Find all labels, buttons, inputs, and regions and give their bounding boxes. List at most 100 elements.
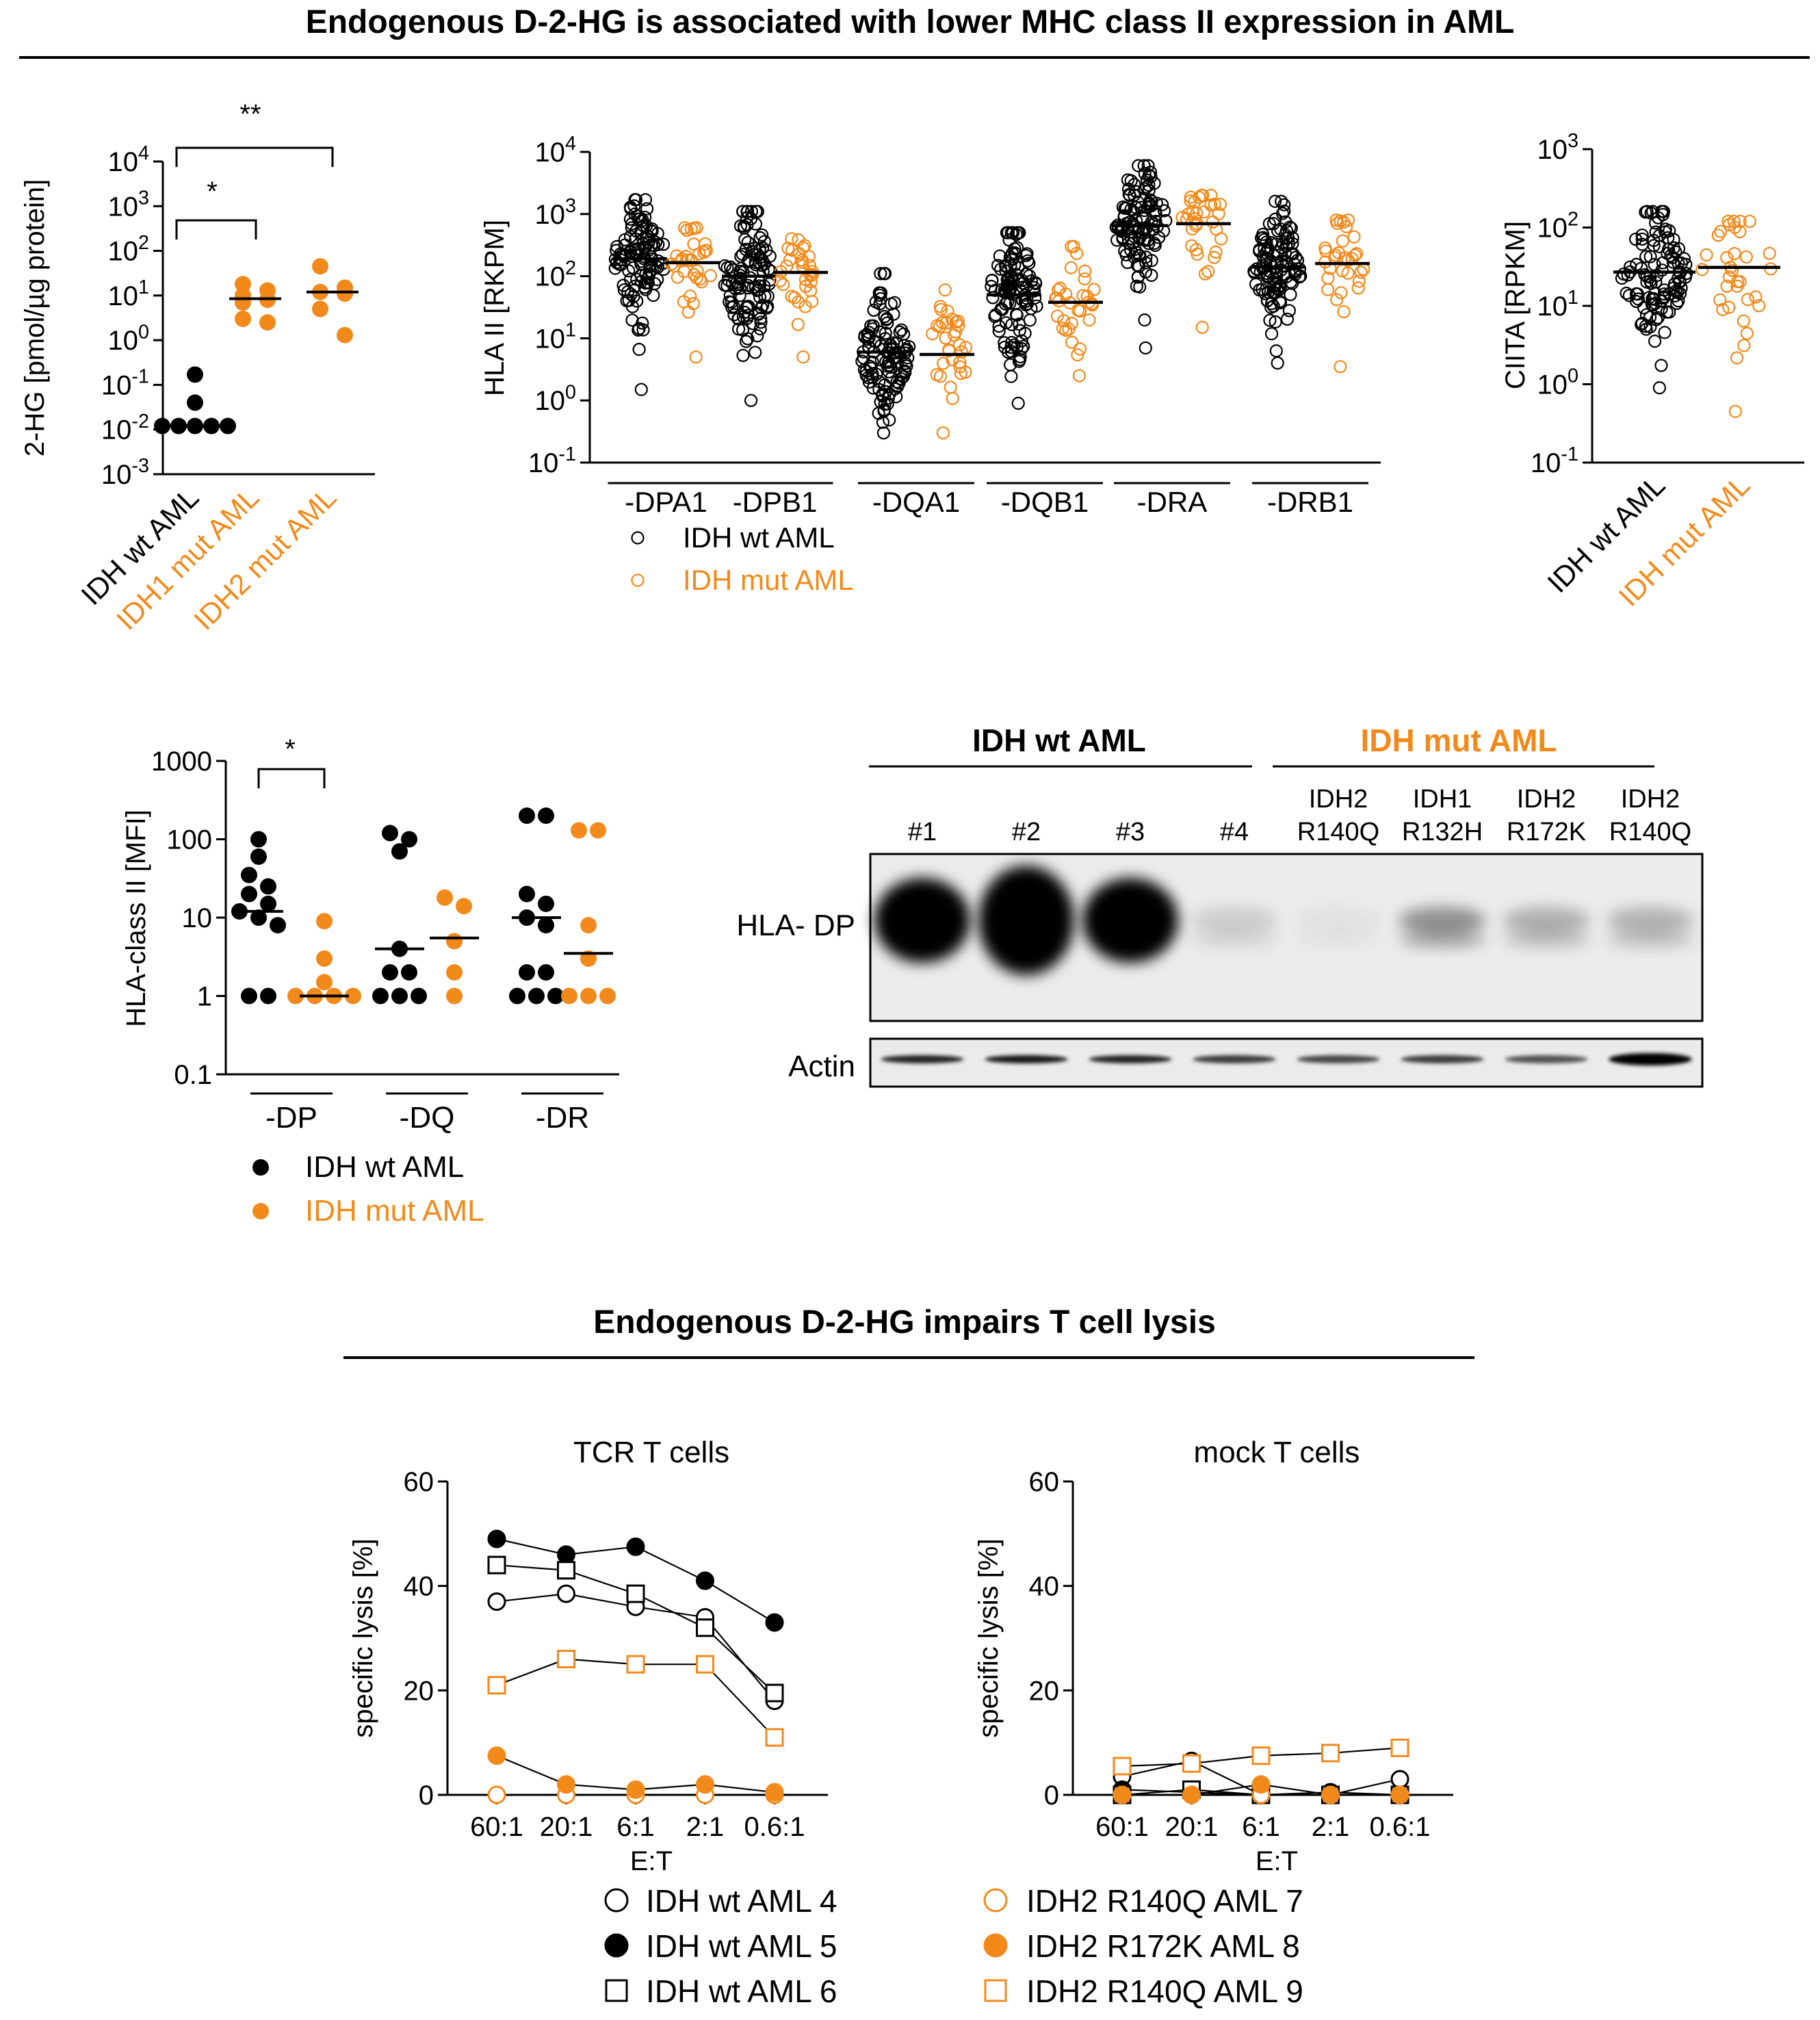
wb-actin-band bbox=[1193, 1055, 1276, 1063]
mock-y-tick-label: 20 bbox=[1029, 1676, 1060, 1706]
mfi-point bbox=[316, 950, 333, 967]
rna-point bbox=[736, 348, 750, 363]
mock-y-label: specific lysis [%] bbox=[974, 1538, 1004, 1737]
rna-point bbox=[1071, 303, 1085, 317]
lysis-legend-marker bbox=[984, 1979, 1007, 2002]
rna-point bbox=[993, 249, 1006, 263]
wb-lane-label-line1: IDH2 bbox=[1309, 785, 1368, 814]
ciita-point bbox=[1635, 232, 1649, 246]
lysis-legend-label: IDH wt AML 4 bbox=[646, 1883, 837, 1919]
tick-base: 10 bbox=[1537, 292, 1568, 322]
rna-point bbox=[1145, 215, 1158, 229]
rna-point bbox=[1144, 170, 1158, 183]
mfi-point bbox=[590, 822, 606, 839]
rna-point bbox=[1119, 248, 1133, 262]
rna-point bbox=[1006, 274, 1020, 288]
rna-point bbox=[805, 294, 819, 309]
rna-point bbox=[1266, 248, 1281, 262]
hg2-point bbox=[312, 300, 328, 318]
mock-point bbox=[1390, 1738, 1409, 1757]
hg2-x-label: IDH2 mut AML bbox=[187, 481, 342, 636]
rna-point bbox=[697, 246, 711, 259]
mfi-point bbox=[260, 987, 276, 1005]
tcr-x-tick-label: 6:1 bbox=[616, 1812, 655, 1842]
rna-point bbox=[757, 235, 771, 248]
rna-point bbox=[944, 380, 957, 394]
rna-y-tick-label: 100 bbox=[534, 381, 576, 416]
rna-point bbox=[690, 264, 704, 278]
ciita-point bbox=[1720, 250, 1734, 265]
mock-point bbox=[1390, 1770, 1409, 1789]
wb-lane-label-line2: R140Q bbox=[1609, 818, 1691, 846]
rna-point bbox=[1341, 266, 1355, 280]
rna-point bbox=[1073, 342, 1087, 356]
lysis-legend-label: IDH2 R172K AML 8 bbox=[1026, 1928, 1300, 1964]
panel-hla-mfi: 1000 100 10 1 0.1 HLA-class II [MFI] -DP -DQ -DR… bbox=[121, 734, 619, 1228]
mock-x-tick-label: 20:1 bbox=[1165, 1812, 1219, 1842]
rna-point bbox=[1321, 283, 1335, 296]
rna-point bbox=[941, 304, 954, 318]
hg2-sig-bracket bbox=[175, 146, 334, 167]
wb-hla-band-lower bbox=[1399, 929, 1486, 948]
hg2-y-tick-label: 102 bbox=[107, 232, 149, 267]
rna-point bbox=[638, 281, 651, 294]
tick-base: 10 bbox=[101, 460, 132, 490]
ciita-point bbox=[1652, 239, 1666, 254]
rna-point bbox=[1127, 188, 1141, 202]
rna-point bbox=[791, 318, 805, 331]
rna-point bbox=[755, 259, 768, 272]
rna-point bbox=[1142, 233, 1156, 247]
rna-point bbox=[998, 284, 1011, 298]
rna-point bbox=[733, 289, 746, 302]
hg2-point bbox=[235, 294, 251, 311]
ciita-point bbox=[1666, 255, 1680, 269]
rna-point bbox=[1277, 204, 1291, 218]
ciita-point bbox=[1658, 326, 1672, 339]
rna-point bbox=[1131, 224, 1145, 239]
rna-point bbox=[885, 343, 899, 357]
rna-point bbox=[616, 279, 630, 292]
tcr-series-line bbox=[496, 1564, 775, 1694]
mfi-point bbox=[519, 964, 535, 981]
tick-base: 10 bbox=[1537, 213, 1568, 244]
ciita-point bbox=[1640, 205, 1654, 218]
rna-point bbox=[1348, 248, 1362, 262]
rna-point bbox=[754, 311, 768, 325]
tick-base: 10 bbox=[1537, 135, 1568, 165]
mfi-point bbox=[345, 987, 361, 1005]
ciita-point bbox=[1647, 292, 1661, 307]
rna-point bbox=[1145, 199, 1158, 213]
hg2-point bbox=[337, 285, 353, 302]
rna-point bbox=[933, 370, 947, 383]
ciita-point bbox=[1667, 277, 1682, 291]
ciita-point bbox=[1669, 245, 1682, 259]
rna-point bbox=[900, 343, 914, 357]
rna-point bbox=[1009, 227, 1023, 242]
rna-point bbox=[804, 275, 818, 289]
wb-lane-label-line1: IDH1 bbox=[1413, 785, 1472, 814]
ciita-point bbox=[1650, 268, 1664, 283]
tcr-point bbox=[557, 1561, 575, 1580]
tick-exponent: -2 bbox=[131, 411, 149, 432]
rna-point bbox=[1156, 198, 1169, 211]
ciita-point bbox=[1652, 381, 1666, 395]
rna-point bbox=[796, 241, 810, 255]
mfi-point bbox=[260, 895, 276, 912]
wb-hla-band bbox=[1503, 907, 1590, 934]
rna-point bbox=[755, 228, 769, 242]
rna-point bbox=[992, 324, 1006, 338]
mfi-legend-marker bbox=[252, 1203, 269, 1219]
ciita-point bbox=[1672, 242, 1686, 255]
ciita-point bbox=[1728, 247, 1741, 261]
mfi-point bbox=[241, 885, 257, 903]
rna-point bbox=[1138, 167, 1152, 181]
ciita-y-tick-label: 102 bbox=[1537, 209, 1578, 244]
rna-point bbox=[1269, 344, 1283, 358]
rna-point bbox=[783, 253, 797, 267]
rna-point bbox=[744, 205, 758, 218]
hg2-point bbox=[187, 394, 203, 411]
mfi-point bbox=[401, 964, 417, 981]
rna-point bbox=[759, 244, 773, 257]
tcr-x-tick-label: 60:1 bbox=[470, 1812, 523, 1842]
